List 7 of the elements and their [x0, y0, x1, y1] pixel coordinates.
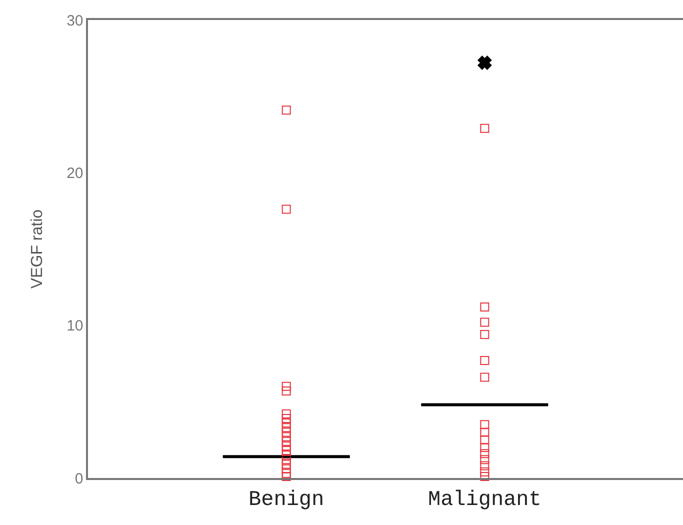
y-tick-label: 30	[66, 12, 84, 30]
y-tick-label: 0	[74, 470, 84, 488]
x-tick-label: Benign	[248, 488, 324, 512]
y-axis-title: VEGF ratio	[28, 209, 46, 289]
x-tick-label: Malignant	[428, 488, 542, 512]
y-tick-label: 20	[66, 164, 84, 182]
y-tick-label: 10	[66, 318, 84, 335]
